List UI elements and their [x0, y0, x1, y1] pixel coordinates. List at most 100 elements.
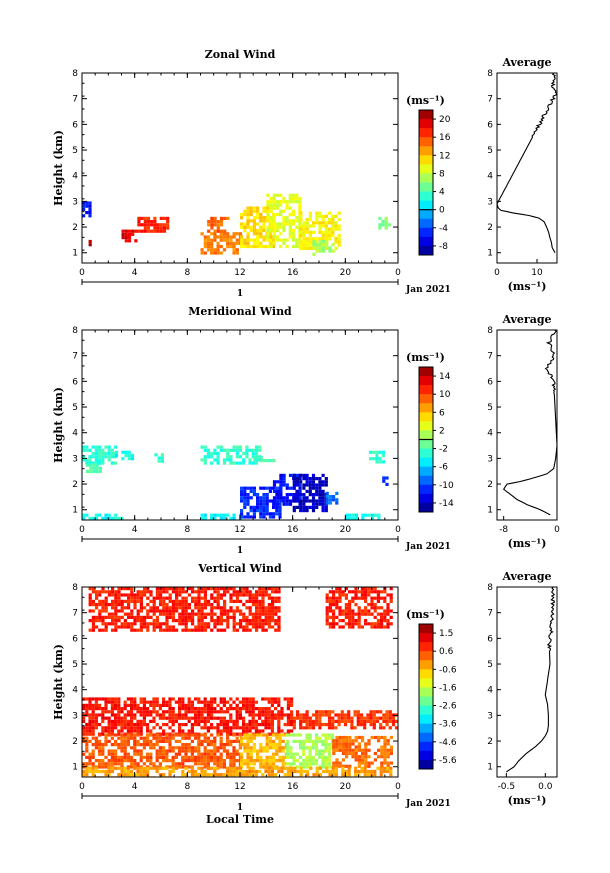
vertical-patch-1	[292, 710, 398, 730]
meridional-colorbar-segment	[419, 376, 433, 386]
zonal-day-label: 1	[237, 289, 243, 299]
zonal-average-plot: 1 2 3 4 5 6 7 8 0 10	[487, 69, 558, 278]
vertical-colorbar-segment	[419, 759, 433, 770]
zonal-y-tick-label: 7	[72, 95, 78, 105]
zonal-patch-8	[299, 211, 341, 250]
meridional-x-tick-label: 4	[132, 525, 138, 535]
vertical-colorbar-segment	[419, 651, 433, 661]
meridional-patch-8	[200, 513, 243, 520]
vertical-average-y-label: 7	[487, 609, 493, 619]
zonal-average-x-label: 0	[494, 268, 500, 278]
vertical-x-tick-label: 4	[132, 782, 138, 792]
vertical-x-label: Local Time	[206, 813, 274, 826]
meridional-average-y-label: 1	[487, 506, 493, 516]
zonal-colorbar-label: 20	[439, 115, 451, 125]
vertical-average-frame	[496, 586, 558, 778]
vertical-average-y-label: 8	[487, 583, 493, 593]
zonal-colorbar-segment	[419, 245, 433, 256]
meridional-colorbar-segment	[419, 502, 433, 513]
meridional-y-tick-label: 1	[72, 506, 78, 516]
zonal-colorbar-segment	[419, 218, 433, 229]
zonal-x-tick-label: 4	[132, 268, 138, 278]
vertical-colorbar-segment	[419, 642, 433, 652]
vertical-average-unit: (ms⁻¹)	[508, 794, 547, 807]
vertical-date-label: Jan 2021	[405, 799, 451, 809]
vertical-average-y-label: 6	[487, 634, 493, 644]
meridional-colorbar-label: 10	[439, 390, 451, 400]
zonal-colorbar-segment	[419, 200, 433, 211]
vertical-colorbar-label: -4.6	[439, 738, 457, 748]
zonal-y-label: Height (km)	[52, 130, 65, 206]
vertical-colorbar: 1.5 0.6 -0.6 -1.6 -2.6 -3.6 -4.6 -5.6	[418, 623, 457, 770]
vertical-colorbar-segment	[419, 624, 433, 634]
meridional-x-tick-label: 16	[287, 525, 299, 535]
zonal-patch-0	[82, 201, 92, 218]
vertical-average-x-label: 0.0	[538, 782, 553, 792]
vertical-colorbar-segment	[419, 750, 433, 761]
meridional-patch-0	[82, 445, 118, 465]
meridional-average-title: Average	[501, 313, 551, 326]
meridional-y-tick-label: 3	[72, 454, 78, 464]
vertical-average-y-label: 3	[487, 711, 493, 721]
meridional-average-y-label: 6	[487, 377, 493, 387]
zonal-x-tick-label: 20	[340, 268, 352, 278]
meridional-y-tick-label: 2	[72, 480, 78, 490]
zonal-x-tick-label: 0	[395, 268, 401, 278]
zonal-y-tick-label: 5	[72, 146, 78, 156]
vertical-average-y-label: 2	[487, 737, 493, 747]
meridional-average-x-label: 0	[554, 525, 560, 535]
zonal-colorbar-segment	[419, 146, 433, 156]
meridional-y-label: Height (km)	[52, 387, 65, 463]
zonal-patch-7	[266, 193, 302, 249]
vertical-x-tick-label: 12	[234, 782, 245, 792]
meridional-unit-label: (ms⁻¹)	[406, 351, 445, 364]
meridional-heatmap-cells	[82, 445, 389, 520]
vertical-colorbar-segment	[419, 732, 433, 743]
vertical-colorbar-label: -1.6	[439, 683, 457, 693]
meridional-patch-5	[253, 455, 276, 463]
meridional-colorbar-segment	[419, 421, 433, 431]
meridional-colorbar-label: -10	[439, 481, 454, 491]
zonal-patch-1	[88, 239, 92, 247]
zonal-colorbar-frame	[418, 109, 434, 256]
meridional-patch-14	[382, 476, 389, 486]
zonal-average-y-label: 2	[487, 223, 493, 233]
vertical-y-tick-label: 2	[72, 737, 78, 747]
meridional-x-tick-label: 12	[234, 525, 245, 535]
vertical-colorbar-frame	[418, 623, 434, 770]
meridional-y-tick-label: 7	[72, 352, 78, 362]
meridional-x-tick-label: 20	[340, 525, 352, 535]
meridional-colorbar-segment	[419, 394, 433, 404]
meridional-colorbar-segment	[419, 412, 433, 422]
vertical-colorbar-segment	[419, 660, 433, 670]
zonal-y-tick-label: 4	[72, 172, 78, 182]
meridional-patch-3	[154, 453, 164, 463]
zonal-colorbar-label: 4	[439, 188, 445, 198]
zonal-colorbar-segment	[419, 119, 433, 129]
zonal-x-tick-label: 0	[79, 268, 85, 278]
meridional-colorbar-segment	[419, 448, 433, 459]
vertical-average-y-label: 4	[487, 686, 493, 696]
meridional-y-tick-label: 5	[72, 403, 78, 413]
meridional-x-tick-label: 8	[184, 525, 190, 535]
zonal-y-tick-label: 2	[72, 223, 78, 233]
meridional-patch-4	[200, 445, 262, 465]
vertical-x-tick-label: 16	[287, 782, 299, 792]
vertical-y-tick-label: 5	[72, 660, 78, 670]
zonal-x-tick-label: 12	[234, 268, 245, 278]
meridional-colorbar-label: 2	[439, 426, 445, 436]
zonal-colorbar: 20 16 12 8 4 0 -4 -8	[418, 109, 451, 256]
vertical-average-title: Average	[501, 570, 551, 583]
vertical-average-profile-line	[506, 586, 556, 773]
vertical-average-plot: 1 2 3 4 5 6 7 8 -0.5 0.0	[487, 583, 558, 792]
meridional-average-y-label: 7	[487, 352, 493, 362]
meridional-colorbar-label: -2	[439, 445, 448, 455]
vertical-patch-4	[286, 733, 335, 769]
meridional-average-profile-line	[502, 329, 558, 516]
vertical-x-tick-label: 20	[340, 782, 352, 792]
vertical-patch-0	[82, 697, 294, 736]
zonal-colorbar-label: 12	[439, 151, 450, 161]
